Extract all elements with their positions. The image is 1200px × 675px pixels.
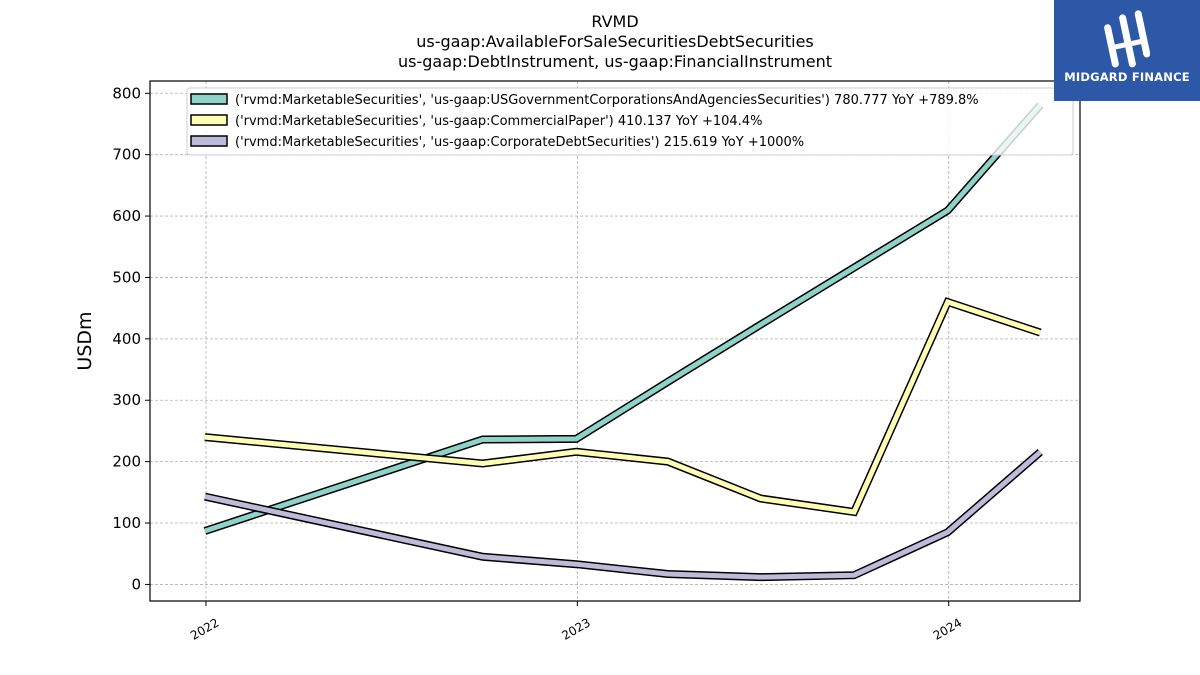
y-tick-label: 800 (112, 84, 141, 102)
x-tick-label: 2023 (559, 615, 592, 642)
series-line (204, 103, 1043, 534)
chart-title-line-2: us-gaap:AvailableForSaleSecuritiesDebtSe… (416, 32, 814, 51)
series-line-outline (203, 102, 1044, 535)
legend-box (186, 87, 1074, 156)
legend: ('rvmd:MarketableSecurities', 'us-gaap:U… (186, 87, 1074, 156)
legend-entry-label: ('rvmd:MarketableSecurities', 'us-gaap:C… (235, 135, 804, 150)
y-tick-label: 0 (131, 575, 141, 593)
series-2 (204, 297, 1042, 517)
x-tick-label: 2022 (188, 615, 221, 642)
series-3 (204, 448, 1043, 582)
y-tick-label: 700 (112, 146, 141, 164)
x-axis-ticks: 2022 2023 2024 (188, 601, 964, 643)
chart-title: RVMD us-gaap:AvailableForSaleSecuritiesD… (398, 12, 832, 71)
plot-frame (149, 80, 1081, 602)
y-axis-label: USDm (74, 311, 96, 370)
y-tick-label: 100 (112, 514, 141, 532)
y-tick-label: 200 (112, 453, 141, 471)
brand-logo: MIDGARD FINANCE (1054, 0, 1200, 101)
chart-title-line-1: RVMD (591, 12, 638, 31)
series-line (204, 450, 1042, 580)
brand-name: MIDGARD FINANCE (1064, 70, 1190, 84)
legend-entry-label: ('rvmd:MarketableSecurities', 'us-gaap:U… (235, 93, 979, 108)
midgard-logo-icon (1104, 10, 1150, 68)
legend-swatch (190, 114, 228, 126)
y-tick-label: 400 (112, 330, 141, 348)
chart-title-line-3: us-gaap:DebtInstrument, us-gaap:Financia… (398, 52, 832, 71)
y-tick-label: 600 (112, 207, 141, 225)
series-line-outline (204, 448, 1043, 582)
y-tick-label: 300 (112, 391, 141, 409)
series-lines (203, 102, 1044, 582)
series-line (204, 298, 1042, 515)
y-tick-label: 500 (112, 268, 141, 286)
legend-entry-label: ('rvmd:MarketableSecurities', 'us-gaap:C… (235, 114, 762, 129)
legend-swatch (190, 135, 228, 147)
x-tick-label: 2024 (931, 615, 964, 642)
y-axis-ticks: 0 100 200 300 400 500 600 700 800 (112, 84, 150, 593)
series-1 (203, 102, 1044, 535)
grid (150, 81, 1080, 601)
legend-swatch (190, 93, 228, 105)
